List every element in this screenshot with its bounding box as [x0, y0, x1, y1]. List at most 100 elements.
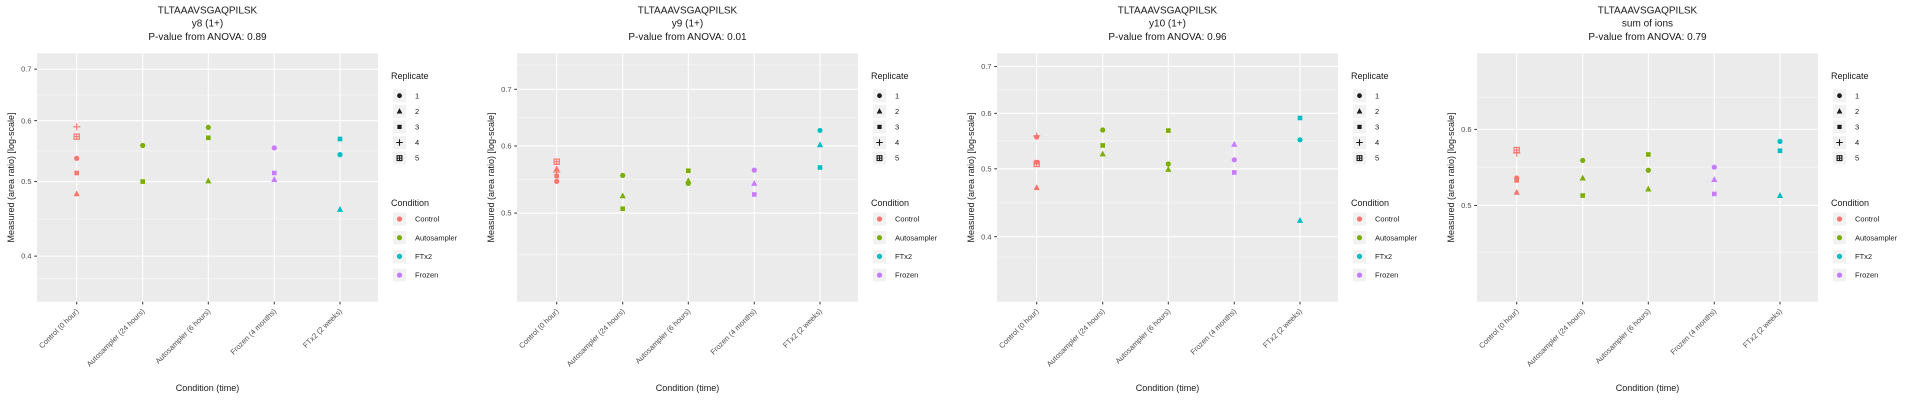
- legend-replicate-marker: [1836, 139, 1843, 146]
- legend-condition-title: Condition: [1351, 198, 1389, 208]
- data-point: [1712, 191, 1717, 197]
- legend-replicate-marker: [1356, 155, 1363, 162]
- data-point: [620, 206, 625, 212]
- data-point: [554, 178, 560, 185]
- data-point: [74, 155, 80, 161]
- data-point: [685, 180, 691, 187]
- legend-condition-label: Frozen: [895, 271, 918, 280]
- legend-condition-title: Condition: [871, 198, 909, 208]
- legend-replicate-label: 4: [1855, 138, 1859, 147]
- marker-triangle: [1033, 184, 1040, 191]
- plot-area: [37, 53, 378, 302]
- x-tick-label: Autosampler (6 hours): [1593, 306, 1652, 365]
- marker-square: [686, 168, 691, 174]
- marker-square: [1712, 191, 1717, 197]
- legend-replicate-title: Replicate: [871, 71, 909, 81]
- legend-replicate-title: Replicate: [1831, 71, 1869, 81]
- marker-triangle: [336, 206, 344, 212]
- legend-replicate-label: 1: [895, 91, 899, 100]
- data-point: [1297, 137, 1303, 143]
- marker-circle: [1034, 134, 1040, 140]
- marker-square: [1837, 124, 1842, 130]
- data-point: [553, 158, 560, 165]
- legend-replicate-label: 5: [895, 154, 899, 163]
- marker-square-plus-cross: [877, 155, 882, 161]
- panel-y8: 0.4 0.5 0.6 0.7 TLTAAAVSGAQPILSK y8 (1+) P-val…: [6, 6, 458, 394]
- marker-circle: [1357, 93, 1362, 99]
- marker-square: [1232, 170, 1237, 175]
- legend-replicate-marker: [1356, 108, 1363, 114]
- data-point: [817, 165, 823, 170]
- y-tick-label: 0.6: [981, 109, 991, 118]
- legend-replicate-label: 2: [415, 107, 419, 116]
- legend-replicate-marker: [1837, 93, 1842, 99]
- marker-circle: [337, 152, 343, 158]
- legend-condition-label: FTx2: [1855, 252, 1872, 261]
- data-point: [206, 135, 211, 141]
- marker-square-plus-cross: [74, 133, 80, 140]
- legend-condition-marker: [396, 235, 403, 241]
- x-tick-label: Frozen (4 months): [1189, 306, 1239, 356]
- panel-title-line-3: P-value from ANOVA: 0.96: [1108, 32, 1227, 43]
- y-tick-label: 0.6: [501, 142, 511, 151]
- panel-sum-of-ions: 0.5 0.6 TLTAAAVSGAQPILSK sum of ions P-value…: [1446, 6, 1898, 394]
- x-tick-label: Autosampler (6 hours): [1113, 306, 1172, 365]
- marker-triangle: [1645, 185, 1652, 192]
- legend-replicate-label: 4: [415, 138, 419, 147]
- marker-square: [1100, 143, 1105, 148]
- legend-condition-marker: [876, 272, 883, 278]
- marker-circle: [1836, 272, 1843, 278]
- y-tick-label: 0.7: [981, 62, 991, 71]
- data-point: [1297, 115, 1303, 121]
- data-point: [1034, 134, 1040, 140]
- x-tick-label: Control (0 hour): [997, 306, 1041, 350]
- marker-triangle: [205, 177, 212, 184]
- marker-square: [752, 192, 757, 197]
- data-point: [751, 180, 758, 186]
- marker-square: [74, 170, 79, 176]
- legend-condition-label: Frozen: [1375, 271, 1398, 280]
- legend-replicate-label: 4: [1375, 138, 1379, 147]
- data-point: [1231, 140, 1238, 147]
- marker-circle: [1777, 138, 1783, 144]
- data-point: [1232, 170, 1237, 175]
- marker-circle: [620, 172, 626, 178]
- legend-condition-label: FTx2: [895, 252, 912, 261]
- marker-circle: [1100, 127, 1106, 133]
- marker-triangle: [1579, 174, 1586, 181]
- legend-replicate-marker: [876, 108, 883, 114]
- data-point: [1099, 150, 1106, 157]
- x-axis-title: Condition (time): [656, 383, 720, 393]
- y-tick-label: 0.7: [501, 85, 511, 94]
- marker-circle: [396, 253, 403, 259]
- marker-square: [1357, 124, 1362, 130]
- data-point: [73, 133, 80, 140]
- marker-circle: [1837, 93, 1842, 99]
- y-tick-label: 0.4: [21, 252, 31, 261]
- marker-circle: [396, 272, 403, 278]
- legend-replicate-label: 2: [895, 107, 899, 116]
- data-point: [1645, 185, 1652, 192]
- data-point: [271, 145, 277, 151]
- marker-circle: [271, 145, 277, 151]
- marker-square: [1514, 178, 1519, 183]
- x-tick-label: FTx2 (2 weeks): [1741, 306, 1784, 349]
- data-point: [1231, 157, 1237, 163]
- legend-condition-marker: [876, 253, 883, 259]
- legend-replicate-label: 3: [895, 123, 899, 132]
- legend-replicate-label: 5: [1855, 154, 1859, 163]
- marker-circle: [1645, 167, 1651, 173]
- marker-square-plus-cross: [1837, 155, 1842, 161]
- x-tick-label: Control (0 hour): [1477, 306, 1521, 350]
- legend-replicate-marker: [876, 139, 883, 146]
- data-point: [73, 190, 80, 197]
- data-point: [1166, 128, 1171, 133]
- x-axis-title: Condition (time): [1616, 383, 1680, 393]
- data-point: [272, 170, 277, 176]
- panel-title-line-2: sum of ions: [1622, 19, 1673, 30]
- legend-condition-marker: [1356, 272, 1363, 278]
- marker-circle: [205, 124, 211, 131]
- marker-triangle: [1513, 188, 1520, 195]
- marker-square: [554, 173, 559, 179]
